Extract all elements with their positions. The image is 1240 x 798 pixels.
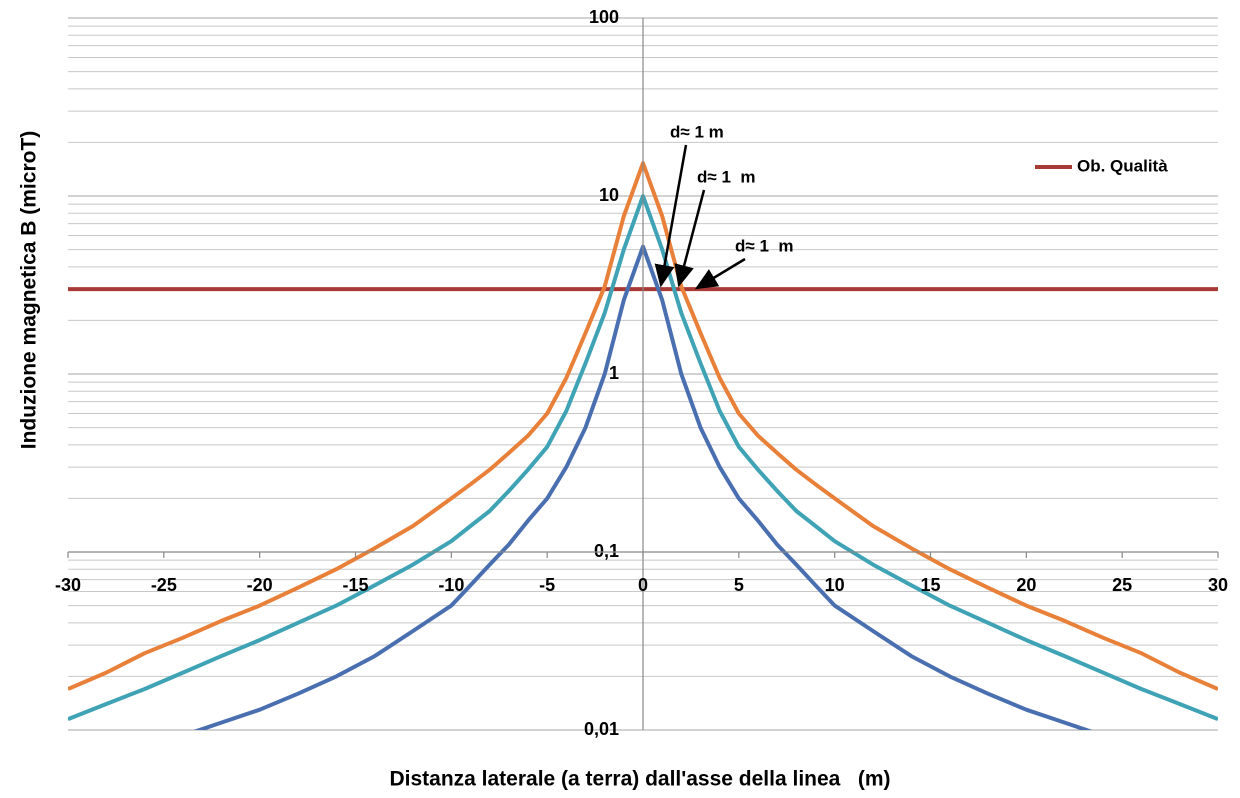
annotation: d≈ 1 m: [670, 122, 724, 141]
annotation-arrow: [654, 144, 688, 288]
y-axis-title: Induzione magnetica B (microT): [18, 131, 41, 450]
axes: 0,01 0,1 1 10 100 -30 -25 -20 -15 -10 -5 0 5 10 15 20 25…: [55, 7, 1228, 739]
y-tick-label: 0,1: [594, 541, 619, 561]
x-tick-label: 15: [920, 575, 940, 595]
annotations: d≈ 1 m d≈ 1 m d≈ 1 m: [654, 122, 793, 290]
y-tick-label: 1: [609, 363, 619, 383]
x-axis-title: Distanza laterale (a terra) dall'asse de…: [389, 768, 890, 791]
x-tick-label: 30: [1208, 575, 1228, 595]
legend-label: Ob. Qualità: [1077, 156, 1168, 175]
x-tick-label: -25: [151, 575, 177, 595]
annotation-arrow: [674, 189, 706, 288]
annotation: d≈ 1 m: [697, 167, 755, 186]
y-tick-label: 10: [599, 185, 619, 205]
annotation: d≈ 1 m: [735, 236, 793, 255]
y-tick-label: 100: [589, 7, 619, 27]
x-tick-label: 10: [825, 575, 845, 595]
x-tick-label: 0: [638, 575, 648, 595]
x-tick-label: -15: [342, 575, 368, 595]
annotation-arrow: [694, 257, 746, 290]
x-tick-label: -20: [247, 575, 273, 595]
x-tick-label: 20: [1016, 575, 1036, 595]
x-tick-label: 25: [1112, 575, 1132, 595]
x-tick-label: 5: [734, 575, 744, 595]
x-tick-label: -10: [438, 575, 464, 595]
x-tick-label: -30: [55, 575, 81, 595]
y-tick-label: 0,01: [584, 719, 619, 739]
x-tick-label: -5: [539, 575, 555, 595]
